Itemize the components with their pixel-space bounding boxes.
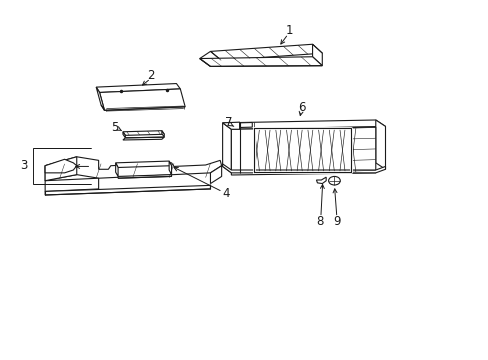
Polygon shape: [222, 123, 231, 173]
Polygon shape: [45, 157, 221, 181]
Polygon shape: [200, 51, 221, 66]
Polygon shape: [222, 120, 385, 129]
Text: 1: 1: [285, 24, 292, 37]
Polygon shape: [375, 120, 385, 169]
Polygon shape: [231, 127, 375, 175]
Polygon shape: [45, 178, 99, 192]
Polygon shape: [312, 44, 322, 66]
Polygon shape: [210, 166, 221, 184]
Polygon shape: [239, 122, 252, 127]
Polygon shape: [122, 131, 164, 135]
Polygon shape: [116, 161, 171, 167]
Polygon shape: [210, 44, 322, 60]
Text: 4: 4: [223, 187, 230, 200]
Text: 8: 8: [316, 215, 323, 228]
Polygon shape: [118, 175, 171, 178]
Text: 2: 2: [147, 69, 155, 82]
Polygon shape: [45, 157, 77, 181]
Circle shape: [328, 176, 340, 185]
Polygon shape: [122, 132, 125, 138]
Polygon shape: [45, 159, 77, 173]
Polygon shape: [116, 163, 118, 176]
Text: 5: 5: [111, 121, 118, 134]
Text: 7: 7: [225, 116, 232, 129]
Text: 6: 6: [297, 101, 305, 114]
Polygon shape: [162, 131, 164, 137]
Text: 9: 9: [332, 215, 340, 228]
Polygon shape: [45, 185, 210, 195]
Polygon shape: [96, 84, 180, 93]
Polygon shape: [222, 164, 385, 173]
Polygon shape: [222, 122, 239, 129]
Text: 3: 3: [20, 159, 27, 172]
Polygon shape: [316, 177, 325, 184]
Polygon shape: [100, 89, 185, 111]
Polygon shape: [122, 137, 164, 140]
Polygon shape: [200, 57, 322, 66]
Polygon shape: [96, 87, 104, 111]
Polygon shape: [169, 161, 171, 175]
